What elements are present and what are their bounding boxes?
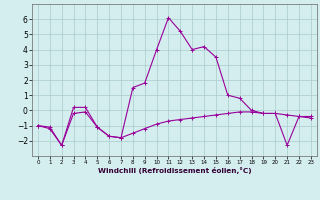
X-axis label: Windchill (Refroidissement éolien,°C): Windchill (Refroidissement éolien,°C) [98, 167, 251, 174]
